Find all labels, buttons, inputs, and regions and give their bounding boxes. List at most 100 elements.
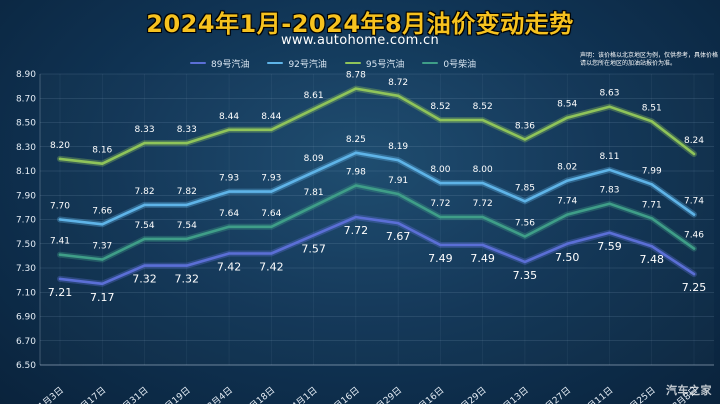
legend-label-89: 89号汽油	[211, 59, 250, 70]
y-tick-label: 8.50	[16, 119, 36, 129]
legend-item-89[interactable]: 89号汽油	[190, 56, 249, 70]
data-label: 8.44	[219, 112, 239, 122]
data-point	[185, 141, 188, 145]
data-label: 8.11	[599, 152, 619, 162]
data-point	[439, 118, 442, 122]
series-line	[58, 215, 696, 286]
data-point	[608, 202, 611, 205]
data-point	[523, 260, 527, 264]
data-label: 8.44	[261, 112, 281, 122]
y-tick-label: 7.90	[16, 191, 36, 201]
data-point	[354, 184, 358, 187]
series-1: 7.70 7.66 7.82 7.82 7.93 7.93 8.09 8.25 8.19 8.00…	[50, 135, 704, 228]
data-label: 7.48	[639, 253, 664, 266]
data-label: 8.61	[304, 91, 324, 101]
x-tick-label: 6月13日	[497, 385, 531, 404]
data-point	[439, 181, 442, 185]
data-label: 7.72	[344, 224, 369, 237]
x-tick-label: 3月18日	[243, 385, 277, 404]
data-point	[692, 272, 696, 276]
data-label: 8.02	[557, 163, 577, 173]
x-tick-label: 5月29日	[455, 385, 489, 404]
data-label: 8.20	[50, 141, 70, 151]
chart-subtitle: www.autohome.com.cn	[280, 33, 440, 48]
series-3: 7.41 7.37 7.54 7.54 7.64 7.64 7.81 7.98 7.91 7.72…	[50, 168, 704, 263]
data-label: 7.46	[684, 231, 704, 241]
data-label: 8.00	[473, 165, 493, 175]
data-point	[312, 171, 315, 174]
data-point	[481, 243, 484, 247]
chart-legend: 89号汽油 92号汽油 95号汽油 0号柴油	[190, 56, 476, 70]
data-point	[523, 138, 527, 141]
y-tick-label: 7.70	[16, 216, 36, 226]
data-label: 8.16	[92, 146, 112, 156]
data-point	[227, 225, 231, 228]
legend-item-diesel[interactable]: 0号柴油	[422, 56, 476, 70]
data-label: 7.49	[428, 252, 453, 265]
y-tick-label: 7.10	[16, 288, 36, 298]
data-label: 7.93	[261, 174, 281, 184]
data-point	[692, 247, 696, 250]
data-point	[312, 234, 315, 237]
data-point	[396, 158, 400, 162]
data-point	[143, 237, 146, 241]
data-point	[185, 203, 188, 207]
data-label: 8.25	[346, 135, 366, 145]
legend-item-92[interactable]: 92号汽油	[267, 56, 327, 70]
data-label: 8.52	[473, 102, 493, 112]
x-tick-label: 7月11日	[581, 385, 615, 404]
x-tick-label: 2月19日	[159, 385, 193, 404]
data-point	[270, 190, 273, 193]
data-point	[481, 181, 484, 185]
data-point	[481, 215, 484, 219]
data-point	[227, 252, 231, 255]
data-point	[101, 223, 104, 226]
data-label: 8.09	[304, 154, 324, 164]
data-point	[58, 277, 62, 281]
data-label: 8.24	[684, 136, 704, 146]
data-label: 7.85	[515, 183, 535, 193]
x-tick-label: 5月16日	[412, 385, 446, 404]
data-point	[650, 217, 653, 220]
series-line	[58, 151, 696, 226]
y-tick-label: 6.90	[16, 313, 36, 323]
data-label: 8.52	[430, 102, 450, 112]
data-point	[566, 213, 569, 216]
data-point	[101, 282, 104, 285]
data-point	[650, 244, 653, 248]
series-0: 7.21 7.17 7.32 7.32 7.42 7.42 7.57 7.72 7.67 7.49…	[48, 214, 706, 304]
data-point	[270, 225, 273, 228]
legend-item-95[interactable]: 95号汽油	[344, 56, 404, 70]
data-label: 7.82	[135, 187, 155, 197]
disclaimer-note: 声明：该价格以北京地区为例，仅供参考，具体价格请以您所在地区的加油站报价为准。	[580, 52, 719, 67]
data-point	[143, 141, 146, 145]
data-label: 7.35	[513, 269, 538, 282]
data-point	[312, 107, 315, 111]
data-point	[101, 258, 104, 261]
y-tick-label: 8.30	[16, 143, 36, 153]
data-label: 7.37	[92, 242, 112, 252]
data-point	[143, 264, 146, 267]
data-label: 7.74	[557, 197, 577, 207]
data-point	[523, 235, 527, 238]
legend-swatch-diesel	[422, 62, 439, 64]
series-line	[58, 184, 696, 261]
x-tick-label: 4月16日	[328, 385, 362, 404]
data-label: 7.72	[473, 199, 493, 209]
data-label: 7.74	[684, 197, 704, 207]
data-point	[608, 105, 611, 108]
data-point	[354, 151, 358, 155]
data-point	[143, 203, 146, 207]
x-tick-label: 1月17日	[74, 385, 108, 404]
data-point	[566, 179, 569, 182]
data-label: 7.21	[48, 286, 73, 299]
data-point	[650, 120, 653, 123]
legend-swatch-95	[344, 62, 361, 64]
y-tick-label: 7.50	[16, 240, 36, 250]
data-label: 7.54	[135, 221, 155, 231]
data-point	[227, 128, 231, 131]
data-label: 7.83	[599, 186, 619, 196]
data-point	[354, 215, 358, 219]
data-label: 7.93	[219, 174, 239, 184]
data-label: 7.42	[217, 260, 242, 273]
